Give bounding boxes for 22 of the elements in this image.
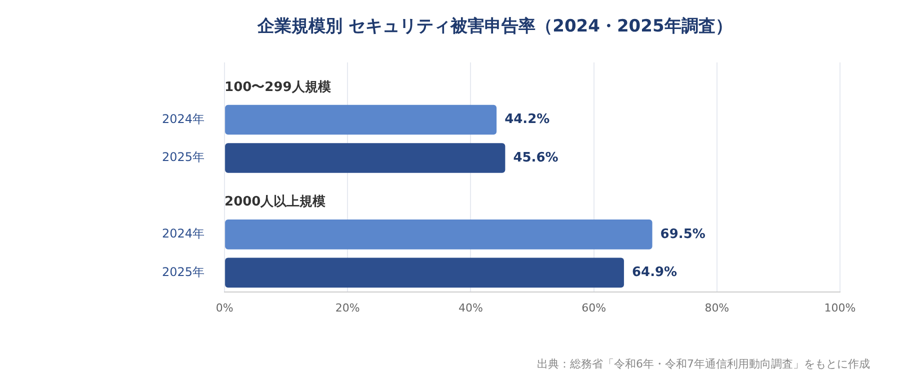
- annotation: 100〜299人規模: [224, 80, 331, 95]
- data-label: 45.6%: [513, 150, 558, 166]
- x-tick-label: 80%: [704, 301, 730, 314]
- x-tick-label: 60%: [582, 301, 606, 314]
- chart-title: 企業規模別 セキュリティ被害申告率（2024・2025年調査）: [256, 16, 732, 37]
- x-tick-label: 40%: [458, 301, 483, 314]
- bar: [225, 143, 506, 173]
- data-label: 64.9%: [632, 265, 678, 280]
- bar: [225, 220, 652, 250]
- y-tick-label: 2025年: [162, 264, 205, 279]
- source-note: 出典：総務省「令和6年・令和7年通信利用動向調査」をもとに作成: [537, 357, 870, 370]
- annotation: 2000人以上規模: [224, 194, 326, 210]
- y-tick-label: 2024年: [162, 226, 205, 241]
- x-tick-label: 0%: [216, 301, 234, 314]
- x-tick-label: 20%: [335, 301, 360, 314]
- data-label: 69.5%: [660, 226, 706, 242]
- bar: [225, 258, 624, 288]
- y-tick-label: 2024年: [162, 112, 205, 126]
- x-tick-label: 100%: [824, 301, 856, 314]
- y-tick-label: 2025年: [162, 150, 205, 164]
- data-label: 44.2%: [504, 112, 550, 128]
- bar: [225, 104, 497, 135]
